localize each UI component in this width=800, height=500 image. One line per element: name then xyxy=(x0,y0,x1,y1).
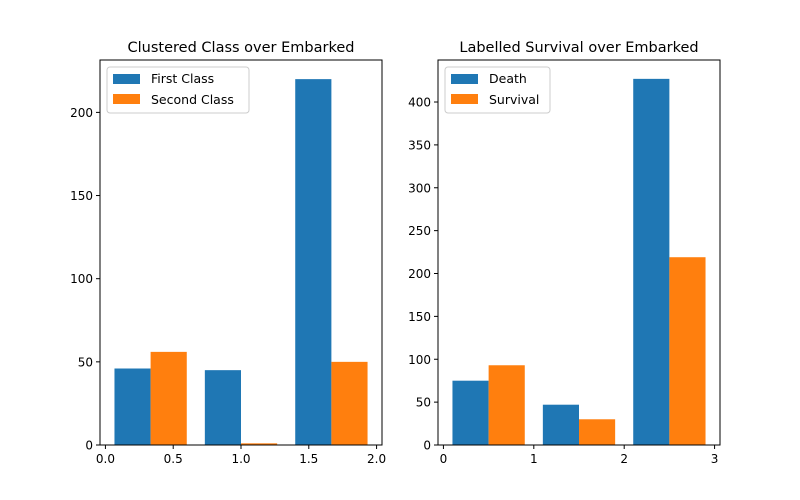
bar-death-3 xyxy=(633,78,670,446)
chart-title: Clustered Class over Embarked xyxy=(128,40,355,56)
y-tick-label: 150 xyxy=(408,310,431,324)
bar-survival-3 xyxy=(669,257,706,445)
y-tick-label: 350 xyxy=(408,138,431,152)
bar-second-class-2 xyxy=(241,443,278,445)
legend-label-first-class: First Class xyxy=(151,71,214,86)
x-tick-label: 0.5 xyxy=(164,452,183,466)
y-axis-ticks: 0 50 100 150 200 250 300 350 400 xyxy=(408,96,438,453)
x-tick-label: 1.0 xyxy=(231,452,250,466)
x-tick-label: 0.0 xyxy=(96,452,115,466)
bar-death-1 xyxy=(452,380,489,445)
x-axis-ticks: 0.0 0.5 1.0 1.5 2.0 xyxy=(96,445,386,466)
legend: Death Survival xyxy=(444,66,551,114)
bar-survival-2 xyxy=(579,419,616,445)
y-tick-label: 0 xyxy=(85,439,93,453)
plot-frame xyxy=(437,59,721,446)
y-tick-label: 300 xyxy=(408,181,431,195)
bar-death-2 xyxy=(542,404,579,445)
legend-label-second-class: Second Class xyxy=(151,92,234,107)
x-tick-label: 1 xyxy=(530,452,538,466)
x-tick-label: 1.5 xyxy=(299,452,318,466)
y-tick-label: 200 xyxy=(408,267,431,281)
y-tick-label: 50 xyxy=(416,396,431,410)
y-axis-ticks: 0 50 100 150 200 xyxy=(70,106,100,453)
legend-swatch-survival xyxy=(451,94,478,104)
y-tick-label: 400 xyxy=(408,96,431,110)
y-tick-label: 50 xyxy=(78,355,93,369)
bar-second-class-3 xyxy=(331,361,368,445)
chart-clustered-class: Clustered Class over Embarked 0.0 0.5 1.0 1… xyxy=(70,40,386,466)
y-tick-label: 0 xyxy=(423,439,431,453)
x-tick-label: 3 xyxy=(711,452,719,466)
legend-swatch-first-class xyxy=(113,74,140,84)
bar-survival-1 xyxy=(488,365,525,445)
legend: First Class Second Class xyxy=(106,66,250,114)
legend-label-survival: Survival xyxy=(489,92,539,107)
legend-swatch-second-class xyxy=(113,94,140,104)
y-tick-label: 200 xyxy=(70,106,93,120)
chart-title: Labelled Survival over Embarked xyxy=(459,40,698,56)
y-tick-label: 100 xyxy=(70,272,93,286)
plot-frame xyxy=(99,59,383,446)
legend-swatch-death xyxy=(451,74,478,84)
bar-second-class-1 xyxy=(150,351,187,445)
x-tick-label: 2 xyxy=(620,452,628,466)
x-axis-ticks: 0 1 2 3 xyxy=(440,445,719,466)
x-tick-label: 0 xyxy=(440,452,448,466)
y-tick-label: 150 xyxy=(70,189,93,203)
legend-box xyxy=(106,66,250,114)
bar-first-class-3 xyxy=(295,79,332,445)
bar-first-class-1 xyxy=(114,368,151,445)
chart-labelled-survival: Labelled Survival over Embarked 0 1 2 3 0 50… xyxy=(408,40,721,466)
y-tick-label: 100 xyxy=(408,353,431,367)
bars-group xyxy=(114,79,368,445)
legend-label-death: Death xyxy=(489,71,527,86)
y-tick-label: 250 xyxy=(408,224,431,238)
bars-group xyxy=(452,78,706,446)
x-tick-label: 2.0 xyxy=(367,452,386,466)
bar-first-class-2 xyxy=(204,370,241,445)
